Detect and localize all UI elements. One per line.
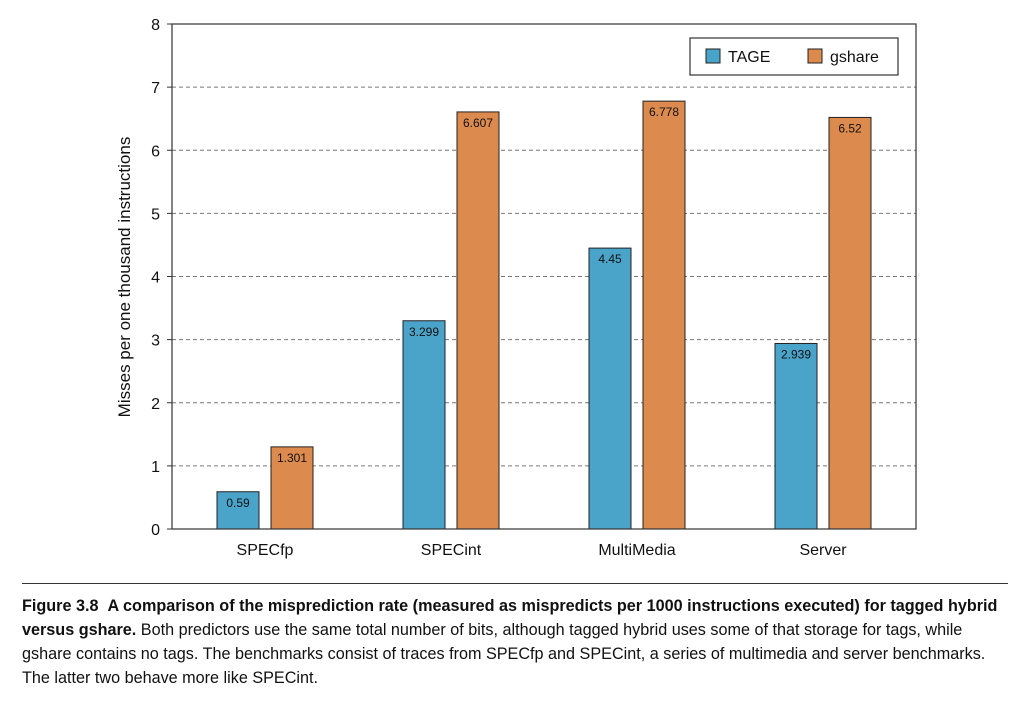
bar-tage-multimedia [588,247,632,530]
x-tick-label: SPECfp [237,542,294,559]
y-tick-label: 3 [151,333,160,350]
plot-frame [171,23,917,530]
data-label-gshare-specfp: 1.301 [277,451,307,465]
y-axis-ticks: 0 1 2 3 4 5 6 7 8 [151,17,172,539]
bars [216,100,872,530]
data-label-gshare-multimedia: 6.778 [649,105,679,119]
y-axis-title: Misses per one thousand instructions [115,137,134,418]
y-tick-label: 8 [151,17,160,34]
caption-body-text: Both predictors use the same total numbe… [22,621,986,687]
data-label-tage-server: 2.939 [781,347,811,361]
y-tick-label: 1 [151,459,160,476]
figure-label: Figure 3.8 [22,597,99,615]
y-tick-label: 6 [151,143,160,160]
data-label-tage-specint: 3.299 [409,325,439,339]
legend-label-gshare: gshare [830,49,879,66]
caption-bold-text: A comparison of the misprediction rate (… [22,597,998,639]
x-tick-label: MultiMedia [598,542,675,559]
bar-gshare-server [828,116,872,530]
legend: TAGE gshare [689,37,899,76]
x-tick-label: SPECint [421,542,482,559]
y-tick-label: 4 [151,270,160,287]
x-tick-label: Server [799,542,847,559]
bar-tage-server [774,342,818,530]
bar-gshare-specint [456,111,500,530]
legend-swatch-gshare [807,48,823,64]
y-tick-label: 2 [151,396,160,413]
bar-chart: 0.59 1.301 3.299 6.607 4.45 6.778 2.939 6.52 0 1… [115,17,917,559]
data-label-tage-multimedia: 4.45 [598,252,622,266]
caption-rule [22,583,1008,584]
data-labels: 0.59 1.301 3.299 6.607 4.45 6.778 2.939 6.52 [226,105,862,510]
y-tick-label: 5 [151,206,160,223]
bar-gshare-specfp [270,446,314,530]
bar-tage-specfp [216,491,260,530]
bar-gshare-multimedia [642,100,686,530]
legend-label-tage: TAGE [728,49,770,66]
data-label-tage-specfp: 0.59 [226,496,250,510]
y-tick-label: 0 [151,522,160,539]
legend-box [689,37,899,76]
y-tick-label: 7 [151,80,160,97]
x-axis-ticks: SPECfp SPECint MultiMedia Server [237,542,848,559]
data-label-gshare-specint: 6.607 [463,116,493,130]
bar-tage-specint [402,320,446,530]
data-label-gshare-server: 6.52 [838,121,862,135]
legend-swatch-tage [705,48,721,64]
figure-caption: Figure 3.8 A comparison of the mispredic… [22,594,1012,690]
